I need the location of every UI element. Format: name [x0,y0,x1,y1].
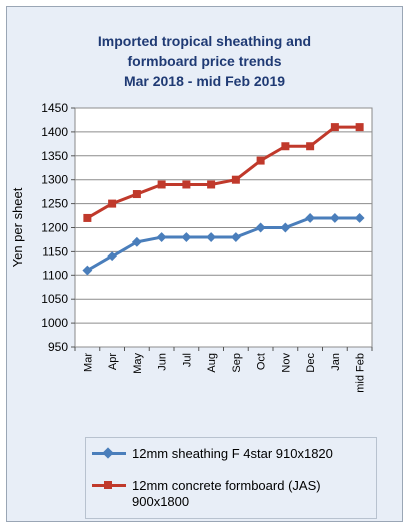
series-1-point [281,142,290,151]
y-tick-label: 1400 [41,125,68,139]
y-tick-label: 1000 [41,316,68,330]
x-tick-label: Jun [157,353,169,371]
series-0-point [255,222,266,233]
y-axis-label: Yen per sheet [10,187,25,267]
legend-swatch-formboard [92,478,126,492]
y-tick-label: 1200 [41,221,68,235]
x-tick-label: May [132,353,144,374]
x-tick-label: Oct [256,353,268,370]
chart-title-line-2: formboard price trends [127,53,282,69]
legend-item-formboard: 12mm concrete formboard (JAS) 900x1800 [92,478,367,510]
x-tick-label: Nov [280,353,292,373]
series-0-point [181,232,192,243]
legend-label-sheathing: 12mm sheathing F 4star 910x1820 [132,446,333,461]
series-0-point [230,232,241,243]
y-tick-label: 1300 [41,173,68,187]
x-tick-label: mid Feb [355,353,367,393]
series-0-point [280,222,291,233]
series-1-point [231,175,240,184]
series-0-point [156,232,167,243]
series-1-point [132,190,141,199]
x-tick-label: Jan [330,353,342,371]
y-tick-label: 1450 [41,101,68,115]
x-tick-label: Aug [206,353,218,373]
series-0-point [354,212,365,223]
legend-swatch-sheathing [92,446,126,460]
series-1-point [182,180,191,189]
series-1-point [83,213,92,222]
y-tick-label: 1150 [42,244,68,258]
series-line-1 [86,125,360,220]
legend: 12mm sheathing F 4star 910x1820 12mm con… [85,437,377,519]
y-tick-label: 1350 [41,149,68,163]
x-tick-label: Jul [181,353,193,367]
y-tick-label: 1100 [42,268,68,282]
series-0-point [131,236,142,247]
series-0-point [305,212,316,223]
series-1-point [330,123,339,132]
chart-title-line-3: Mar 2018 - mid Feb 2019 [123,73,286,89]
legend-item-sheathing: 12mm sheathing F 4star 910x1820 [92,446,367,462]
series-1-point [355,123,364,132]
chart-title: Imported tropical sheathing and formboar… [7,31,402,91]
x-tick-label: Dec [305,353,317,373]
x-tick-label: Mar [82,353,94,372]
series-0-point [206,232,217,243]
legend-label-formboard: 12mm concrete formboard (JAS) 900x1800 [132,478,321,509]
series-1-point [157,180,166,189]
series-1-point [207,180,216,189]
y-tick-label: 1250 [41,197,68,211]
x-tick-label: Apr [107,353,119,370]
chart-title-line-1: Imported tropical sheathing and [97,33,312,49]
series-1-point [306,142,315,151]
x-tick-label: Sep [231,353,243,373]
y-tick-label: 1050 [41,292,68,306]
series-0-point [329,212,340,223]
y-tick-label: 950 [48,340,68,354]
series-1-point [256,156,265,165]
series-1-point [108,199,117,208]
